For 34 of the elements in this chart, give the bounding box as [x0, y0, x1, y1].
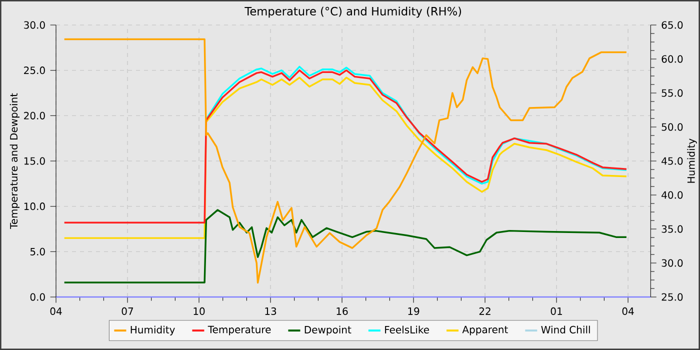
x-tick-label: 04	[50, 307, 62, 315]
y-tick-label: 10.0	[24, 202, 45, 210]
y2-tick-label: 30.0	[662, 259, 683, 267]
x-tick-label: 13	[265, 307, 276, 315]
x-tick-label: 01	[550, 307, 562, 315]
y-tick-label: 20.0	[24, 112, 45, 120]
y-axis-title: Temperature and Dewpoint	[10, 93, 20, 230]
y-tick-label: 25.0	[24, 66, 45, 74]
y-tick-label: 5.0	[30, 248, 45, 256]
y2-tick-label: 45.0	[662, 157, 683, 165]
y-tick-label: 30.0	[24, 21, 45, 29]
y2-tick-label: 60.0	[662, 55, 683, 63]
x-tick-label: 04	[622, 307, 634, 315]
y2-tick-label: 50.0	[662, 123, 683, 131]
y2-tick-label: 35.0	[662, 225, 683, 233]
x-tick-label: 19	[408, 307, 420, 315]
legend-label: Wind Chill	[541, 326, 590, 334]
legend-label: FeelsLike	[385, 326, 429, 334]
legend-label: Temperature	[208, 326, 271, 336]
y2-tick-label: 40.0	[662, 191, 683, 199]
x-tick-label: 07	[122, 307, 133, 315]
legend-label: Humidity	[130, 326, 175, 336]
y2-tick-label: 55.0	[662, 89, 683, 97]
x-tick-label: 16	[336, 307, 348, 315]
y2-tick-label: 65.0	[662, 21, 683, 29]
y2-axis-title: Humidity	[687, 138, 697, 183]
y2-tick-label: 25.0	[662, 293, 683, 301]
y-tick-label: 15.0	[24, 157, 45, 165]
legend-label: Apparent	[462, 326, 508, 336]
legend-label: Dewpoint	[304, 326, 352, 336]
y-tick-label: 0.0	[30, 293, 45, 301]
x-tick-label: 10	[194, 307, 205, 315]
chart-title: Temperature (°C) and Humidity (RH%)	[244, 6, 462, 18]
x-tick-label: 22	[479, 307, 490, 315]
